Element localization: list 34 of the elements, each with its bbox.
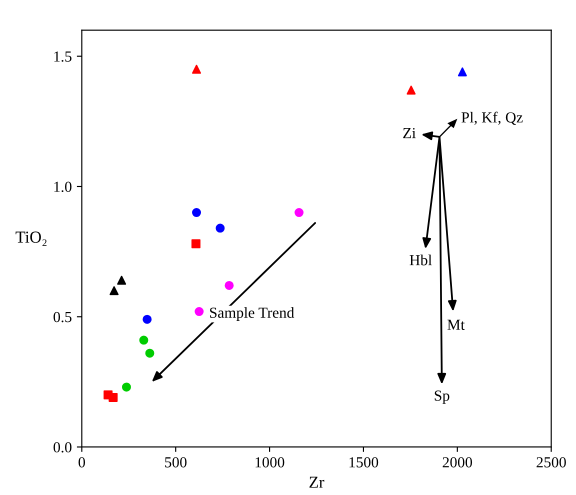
y-tick-label: 1.0 [54, 182, 72, 192]
point [117, 276, 126, 285]
annotation: Mt [447, 320, 465, 330]
point [145, 348, 154, 358]
x-tick-label: 1000 [256, 457, 284, 468]
annotation: Zi [403, 128, 416, 138]
point [139, 336, 148, 345]
x-tick-label: 2000 [442, 457, 472, 468]
point [458, 67, 467, 76]
point [192, 208, 202, 218]
point [406, 86, 416, 95]
point [216, 224, 225, 233]
x-axis-title: Zr [309, 476, 324, 488]
point [110, 286, 119, 296]
annotation: Pl, Kf, Qz [462, 112, 523, 125]
y-tick-label: 0.0 [54, 442, 72, 453]
point [224, 280, 234, 290]
point [142, 314, 152, 324]
y-tick-label: 1.5 [54, 51, 72, 62]
point [108, 392, 118, 402]
annotation: Hbl [410, 254, 432, 266]
x-tick-label: 1500 [350, 457, 378, 468]
annotation: Sample Trend [210, 307, 294, 321]
point [192, 64, 202, 74]
x-tick-label: 500 [165, 457, 187, 468]
point [191, 239, 200, 248]
y-tick-label: 0.5 [54, 312, 72, 322]
y-axis-title: TiO₂ [16, 232, 47, 246]
annotation: Sp [434, 390, 450, 404]
x-tick-label: 0 [78, 457, 86, 468]
x-tick-label: 2500 [536, 457, 566, 468]
point [294, 208, 304, 218]
point [194, 307, 204, 316]
point [122, 382, 131, 392]
